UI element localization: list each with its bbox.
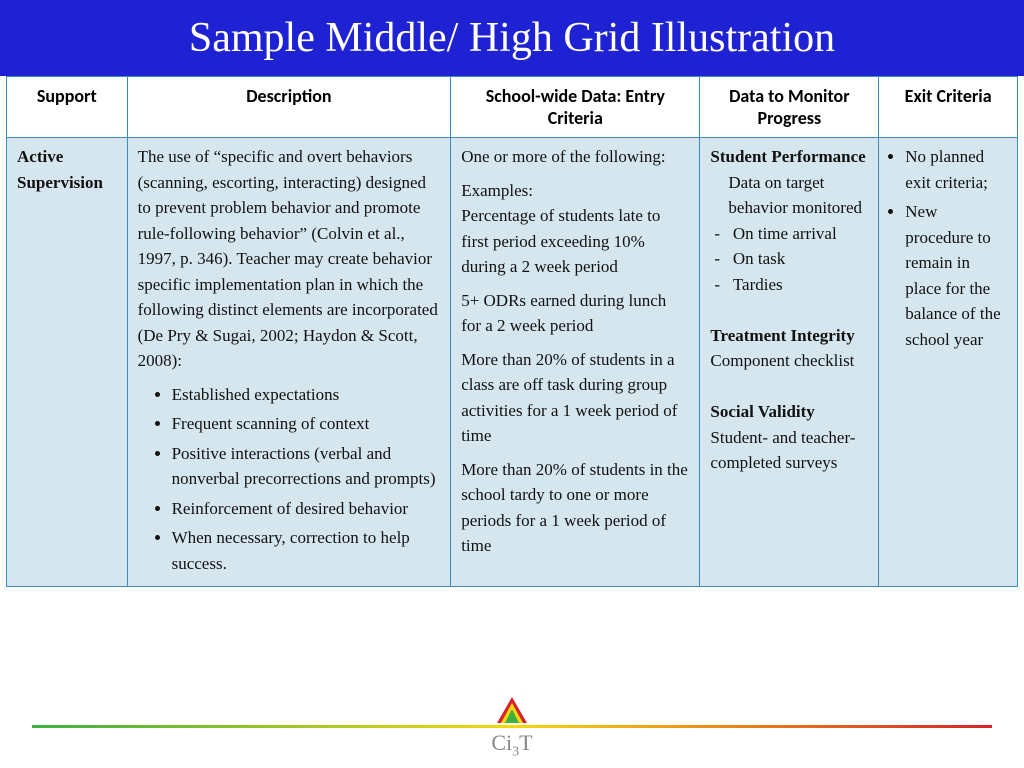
entry-example: 5+ ODRs earned during lunch for a 2 week… (461, 288, 689, 339)
header-row: Support Description School-wide Data: En… (7, 77, 1018, 138)
footer: Ci3T (0, 737, 1024, 760)
list-item: No planned exit criteria; (905, 144, 1007, 195)
data-row: Active Supervision The use of “specific … (7, 138, 1018, 587)
description-bullet-list: Established expectations Frequent scanni… (138, 382, 441, 577)
entry-example: More than 20% of students in a class are… (461, 347, 689, 449)
col-header-monitor: Data to Monitor Progress (700, 77, 879, 138)
entry-examples-label: Examples: (461, 178, 689, 204)
grid-table-wrap: Support Description School-wide Data: En… (0, 76, 1024, 587)
exit-bullet-list: No planned exit criteria; New procedure … (889, 144, 1007, 352)
student-performance-label: Student Performance (710, 144, 868, 170)
col-header-exit: Exit Criteria (879, 77, 1018, 138)
list-item: On time arrival (714, 221, 868, 247)
student-performance-sub: Data on target behavior monitored (710, 170, 868, 221)
triangle-icon (495, 695, 529, 725)
col-header-support: Support (7, 77, 128, 138)
treatment-integrity-label: Treatment Integrity (710, 323, 868, 349)
entry-example: More than 20% of students in the school … (461, 457, 689, 559)
list-item: On task (714, 246, 868, 272)
grid-table: Support Description School-wide Data: En… (6, 76, 1018, 587)
ci3t-logo (0, 695, 1024, 725)
entry-example: Percentage of students late to first per… (461, 203, 689, 280)
col-header-description: Description (127, 77, 451, 138)
description-paragraph: The use of “specific and overt behaviors… (138, 144, 441, 374)
cell-monitor: Student Performance Data on target behav… (700, 138, 879, 587)
social-validity-label: Social Validity (710, 399, 868, 425)
list-item: When necessary, correction to help succe… (172, 525, 441, 576)
cell-support: Active Supervision (7, 138, 128, 587)
list-item: Positive interactions (verbal and nonver… (172, 441, 441, 492)
slide-title: Sample Middle/ High Grid Illustration (0, 0, 1024, 76)
cell-description: The use of “specific and overt behaviors… (127, 138, 451, 587)
list-item: Established expectations (172, 382, 441, 408)
logo-text: Ci3T (0, 730, 1024, 760)
entry-intro: One or more of the following: (461, 144, 689, 170)
social-validity-text: Student- and teacher-completed surveys (710, 428, 855, 473)
list-item: Tardies (714, 272, 868, 298)
cell-entry-criteria: One or more of the following: Examples: … (451, 138, 700, 587)
cell-exit-criteria: No planned exit criteria; New procedure … (879, 138, 1018, 587)
list-item: Frequent scanning of context (172, 411, 441, 437)
list-item: Reinforcement of desired behavior (172, 496, 441, 522)
treatment-integrity-text: Component checklist (710, 351, 854, 370)
support-name: Active Supervision (17, 147, 103, 192)
col-header-entry: School-wide Data: Entry Criteria (451, 77, 700, 138)
list-item: New procedure to remain in place for the… (905, 199, 1007, 352)
gradient-divider (32, 725, 992, 728)
monitor-dash-list: On time arrival On task Tardies (710, 221, 868, 298)
